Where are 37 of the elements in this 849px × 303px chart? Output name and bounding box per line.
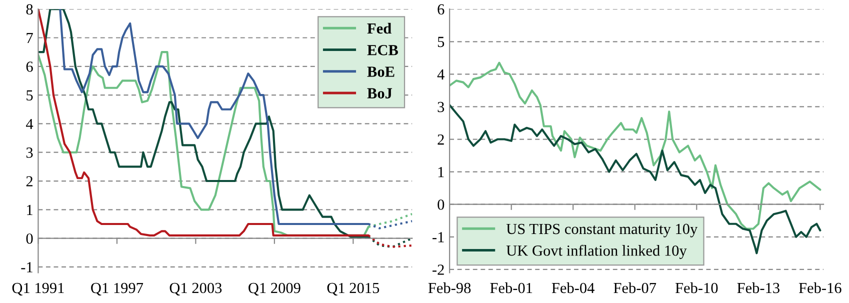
y-tick-label: -2 — [432, 264, 444, 275]
y-tick-label: -1 — [21, 262, 32, 272]
y-tick-label: 4 — [26, 118, 34, 130]
y-tick-label: 5 — [26, 90, 33, 100]
y-tick-label: 6 — [26, 62, 33, 72]
y-tick-label: -1 — [432, 232, 444, 242]
legend-label: UK Govt inflation linked 10y — [506, 244, 687, 259]
y-tick-label: 3 — [26, 148, 33, 158]
y-tick-label: 3 — [438, 102, 444, 112]
y-tick-label: 1 — [27, 204, 32, 215]
legend-label: BoJ — [367, 88, 392, 98]
y-tick-label: 2 — [438, 134, 444, 145]
y-tick-label: 8 — [26, 4, 33, 15]
y-tick-label: 0 — [438, 200, 444, 210]
x-tick-label: Feb-07 — [614, 282, 656, 294]
x-tick-label: Q1 2015 — [327, 282, 380, 296]
x-tick-label: Q1 1997 — [91, 282, 144, 296]
legend-label: BoE — [367, 66, 394, 77]
y-tick-label: 5 — [438, 36, 444, 48]
y-tick-label: 7 — [26, 33, 33, 44]
x-tick-label: Feb-13 — [737, 282, 780, 294]
x-tick-label: Feb-10 — [675, 282, 718, 294]
x-tick-label: Feb-98 — [428, 282, 471, 294]
x-tick-label: Feb-04 — [552, 282, 594, 294]
x-tick-label: Q1 2009 — [248, 282, 300, 296]
x-tick-label: Q1 1991 — [12, 282, 64, 296]
x-tick-label: Q1 2003 — [170, 282, 222, 296]
legend-label: Fed — [367, 22, 392, 34]
legend-label: US TIPS constant maturity 10y — [506, 224, 698, 238]
x-tick-label: Feb-01 — [490, 282, 532, 294]
y-tick-label: 1 — [438, 167, 444, 178]
legend-label: ECB — [367, 45, 398, 56]
x-tick-label: Feb-16 — [798, 282, 842, 294]
y-tick-label: 6 — [438, 4, 444, 15]
y-tick-label: 2 — [26, 176, 32, 186]
y-tick-label: 0 — [26, 233, 33, 244]
y-tick-label: 4 — [437, 69, 444, 80]
